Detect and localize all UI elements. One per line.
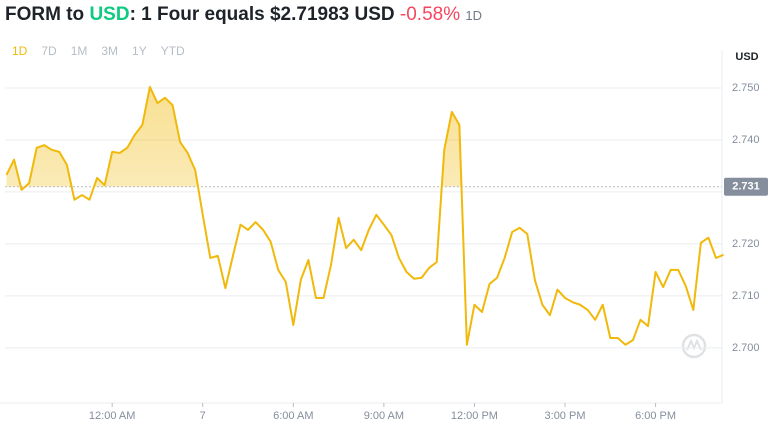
period-tab[interactable]: 1M (70, 44, 88, 58)
watermark (681, 333, 707, 359)
period-tab[interactable]: YTD (160, 44, 185, 58)
y-tick-label: 2.700 (732, 342, 760, 354)
x-tick-label: 12:00 AM (89, 410, 135, 422)
period: 1D (465, 8, 483, 23)
y-tick-label: 2.750 (732, 82, 760, 94)
y-tick-label: 2.740 (732, 134, 760, 146)
x-tick-label: 7 (200, 410, 206, 422)
y-axis-label: USD (735, 51, 758, 63)
area (6, 86, 722, 187)
title-part: FORM to (5, 4, 90, 25)
tabs: 1D 7D 1M 3M 1Y YTD (12, 44, 199, 58)
x-tick-label: 9:00 AM (364, 410, 404, 422)
period-tab[interactable]: 1Y (132, 44, 147, 58)
header: FORM to USD: 1 Four equals $2.71983 USD … (5, 4, 482, 26)
x-tick-label: 3:00 PM (545, 410, 586, 422)
y-tick-label: 2.720 (732, 238, 760, 250)
period-tab[interactable]: 1D (12, 44, 28, 58)
line (5, 85, 724, 346)
x-tick-label: 6:00 PM (635, 410, 676, 422)
reference-badge (724, 177, 768, 196)
y-tick-label: 2.710 (732, 290, 760, 302)
period-tab[interactable]: 7D (41, 44, 57, 58)
x-tick-label: 6:00 AM (273, 410, 313, 422)
title-part: USD (89, 4, 130, 25)
x-tick-label: 12:00 PM (451, 410, 498, 422)
change: -0.58% (399, 4, 461, 25)
period-tab[interactable]: 3M (101, 44, 119, 58)
title-part: : 1 Four equals $2.71983 USD (129, 4, 400, 25)
reference-label: 2.731 (732, 181, 760, 193)
